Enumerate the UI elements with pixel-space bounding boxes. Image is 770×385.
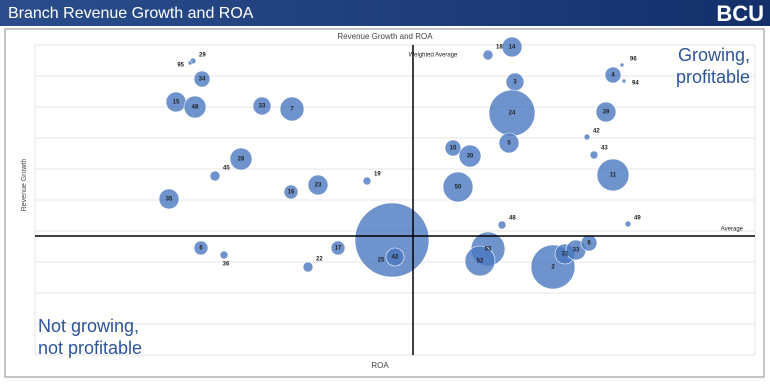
bubble [193,240,209,256]
bubble [229,147,253,171]
quadrant-label: not profitable [38,338,142,358]
bubble [283,184,299,200]
bubble [158,188,180,210]
bubble [279,96,305,122]
bubble-label: 14 [509,45,516,51]
logo: BCU [716,1,764,26]
bubble-label: 2 [551,265,555,271]
bubble-label: 30 [467,154,474,160]
bubble [458,144,482,168]
bubble-label: 22 [316,257,323,263]
bubble-label: 31 [562,252,569,258]
bubble [583,133,591,141]
quadrant-label: Growing, [678,45,750,65]
bubble-label: 36 [223,262,230,268]
bubble [464,245,496,277]
bubble-label: 39 [603,110,610,116]
bubble-label: 33 [259,104,266,110]
bubble [354,202,430,278]
bubble [187,60,193,66]
bubble-label: 48 [192,105,199,111]
bubble [385,247,405,267]
bubble-label: 15 [173,100,180,106]
bubble-label: 24 [509,111,516,117]
bubble-label: 16 [288,190,295,196]
bubble-label: 50 [455,185,462,191]
bubble-label: 5 [507,141,511,147]
bubble-label: 52 [477,259,484,265]
bubble [621,78,627,84]
bubble [580,234,598,252]
bubble [501,36,523,58]
bubble-label: 4 [611,73,615,79]
bubble [444,139,462,157]
bubble [596,158,630,192]
bubble [302,261,314,273]
bubble-label: 35 [166,197,173,203]
bubble [209,170,221,182]
bubble [498,132,520,154]
bubble-label: 7 [290,107,294,113]
chart-title: Revenue Growth and ROA [337,32,433,41]
bubble-label: 49 [634,216,641,222]
bubble-label: 6 [199,246,203,252]
bubble [330,240,346,256]
chart-frame [4,28,765,378]
bubble-label: 10 [450,146,457,152]
bubble [193,70,211,88]
bubble-label: 96 [630,57,637,63]
bubble-label: 34 [199,77,206,83]
bubble-label: 19 [374,172,381,178]
bubble-label: 18 [496,45,503,51]
bubble-label: 26 [238,157,245,163]
bubble-label: 45 [223,166,230,172]
bubble [442,171,474,203]
header-bar [0,0,770,26]
bubble-label: 48 [509,216,516,222]
bubble [307,174,329,196]
bubble [183,95,207,119]
bubble [482,49,494,61]
bubble [252,96,272,116]
bubble-label: 95 [177,63,184,69]
bubble [619,62,625,68]
bubble-label: 17 [335,246,342,252]
bubble-label: 42 [392,255,399,261]
bubble-label: 42 [593,129,600,135]
bubble-label: 8 [587,241,591,247]
reference-label: Weighted Average [409,53,458,59]
bubble [219,250,229,260]
bubble-label: 23 [315,183,322,189]
bubble-label: 3 [513,80,517,86]
bubble-label: 43 [601,146,608,152]
quadrant-label: profitable [676,67,750,87]
bubble [595,101,617,123]
bubble-label: 25 [378,258,385,264]
reference-label: Average [721,227,744,233]
bubble-label: 11 [610,173,617,179]
bubble-label: 53 [485,247,492,253]
quadrant-label: Not growing, [38,316,139,336]
bubble [604,66,622,84]
y-axis-label: Revenue Growth [21,159,28,212]
page-title: Branch Revenue Growth and ROA [8,5,254,22]
bubble [497,220,507,230]
bubble-label: 29 [199,53,206,59]
bubble-label: 94 [632,81,639,87]
x-axis-label: ROA [371,361,389,370]
bubble [624,220,632,228]
bubble [589,150,599,160]
bubble [362,176,372,186]
bubble-label: 33 [573,248,580,254]
